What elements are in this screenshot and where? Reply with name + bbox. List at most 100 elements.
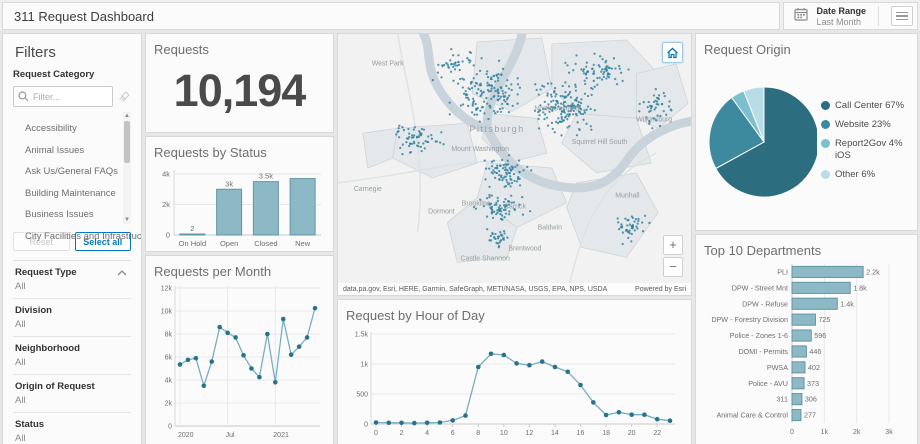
svg-text:1.4k: 1.4k [840, 299, 854, 308]
departments-bar-chart[interactable]: 0 1k 2k 3k PLI 2.2k DPW - Street Mnt 1.8k DPW - … [704, 261, 913, 437]
map-label: West Park [372, 61, 404, 68]
svg-text:Open: Open [220, 239, 238, 248]
svg-text:725: 725 [818, 315, 830, 324]
category-item[interactable]: Accessibility [25, 123, 77, 134]
legend-label: Call Center 67% [834, 99, 905, 111]
map-label: Brookline [462, 201, 491, 208]
month-line-chart[interactable]: 0 2k 4k 6k 8k 10k 12k 2020 Jul 2021 [154, 282, 325, 440]
svg-text:Police - AVU: Police - AVU [748, 379, 788, 388]
status-bar-chart[interactable]: 0 2k 4k On Hold 2 Open 3k Closed 3.5k New [154, 163, 325, 249]
legend-label: Other 6% [834, 169, 876, 181]
requests-count: 10,194 [173, 65, 307, 116]
menu-button[interactable] [891, 6, 913, 26]
svg-text:Animal Care & Control: Animal Care & Control [716, 411, 788, 420]
svg-text:6: 6 [451, 430, 455, 437]
svg-text:402: 402 [808, 363, 820, 372]
zoom-in-button[interactable]: + [663, 235, 683, 255]
svg-text:14: 14 [551, 430, 559, 437]
svg-text:20: 20 [628, 430, 636, 437]
svg-text:596: 596 [814, 331, 826, 340]
svg-text:277: 277 [804, 411, 816, 420]
reset-button[interactable]: Reset [13, 232, 70, 251]
hour-chart-title: Request by Hour of Day [346, 308, 485, 323]
legend-swatch [820, 139, 830, 149]
category-item[interactable]: Business Issues [25, 209, 94, 220]
svg-text:311: 311 [777, 395, 788, 404]
scroll-down-icon[interactable]: ▼ [124, 217, 130, 223]
filter-section-label: Division [15, 305, 52, 316]
filter-section-status[interactable]: Status All [13, 413, 131, 444]
powered-by-esri: Powered by Esri [635, 285, 686, 293]
svg-text:3k: 3k [885, 429, 893, 436]
map-label: Wilkinsburg [636, 116, 672, 123]
date-range-label: Date Range [816, 5, 866, 16]
clear-filter-icon[interactable] [118, 90, 131, 103]
legend-item: Website 23% [820, 118, 909, 130]
filter-section-origin-of-request[interactable]: Origin of Request All [13, 375, 131, 413]
zoom-out-button[interactable]: − [663, 257, 683, 277]
svg-text:4k: 4k [165, 378, 173, 385]
requests-map[interactable]: West Park North Oakland Pittsburgh Mount Wa… [338, 34, 691, 295]
header: 311 Request Dashboard Date Range Last Mo… [0, 0, 920, 30]
svg-text:0: 0 [168, 424, 172, 431]
svg-text:8k: 8k [165, 332, 173, 339]
category-filter-input[interactable] [13, 86, 113, 107]
filter-section-label: Request Type [15, 267, 77, 278]
svg-text:2.2k: 2.2k [866, 267, 880, 276]
category-scrollbar[interactable]: ▲ ▼ [123, 112, 131, 224]
svg-text:8: 8 [476, 430, 480, 437]
home-button[interactable] [662, 42, 683, 63]
pie-legend: Call Center 67% Website 23% Report2Gov 4% … [820, 99, 909, 181]
svg-text:DPW - Street Mnt: DPW - Street Mnt [732, 283, 788, 292]
map-label: Munhall [615, 193, 640, 200]
scroll-up-icon[interactable]: ▲ [124, 113, 130, 119]
filter-section-division[interactable]: Division All [13, 299, 131, 337]
month-chart-title: Requests per Month [154, 264, 272, 279]
select-all-button[interactable]: Select all [74, 232, 131, 251]
legend-swatch [820, 100, 830, 110]
svg-text:DOMI - Permits: DOMI - Permits [738, 347, 788, 356]
chevron-up-icon[interactable] [117, 269, 127, 276]
filters-panel: Filters Request Category Accessibility An… [2, 33, 142, 444]
legend-swatch [820, 119, 830, 129]
origin-pie-chart[interactable] [704, 61, 817, 219]
map-label: Castle Shannon [460, 255, 510, 262]
category-item[interactable]: Ask Us/General FAQs [25, 166, 118, 177]
svg-text:2k: 2k [853, 429, 861, 436]
svg-text:12k: 12k [161, 286, 173, 293]
attribution-text: data.pa.gov, Esri, HERE, Garmin, SafeGra… [343, 285, 608, 293]
category-item[interactable]: City Facilities and Infrastructure [25, 230, 142, 242]
request-category-label: Request Category [13, 69, 95, 80]
filters-title: Filters [15, 44, 56, 61]
header-controls: Date Range Last Month [783, 2, 918, 30]
svg-text:0: 0 [166, 231, 170, 240]
category-item[interactable]: Building Maintenance [25, 187, 116, 199]
filter-section-value: All [15, 319, 26, 330]
map-label: North Oakland [534, 105, 579, 112]
svg-text:On Hold: On Hold [179, 239, 207, 248]
date-range-selector[interactable]: Date Range Last Month [816, 6, 866, 27]
search-icon [18, 91, 29, 102]
svg-text:Jul: Jul [226, 432, 235, 439]
svg-text:12: 12 [525, 430, 533, 437]
legend-item: Report2Gov 4% iOS [820, 138, 909, 161]
filter-section-request-type[interactable]: Request Type All [13, 261, 131, 299]
scrollbar-thumb[interactable] [124, 121, 130, 163]
svg-text:4k: 4k [162, 170, 170, 179]
hour-line-chart[interactable]: 0 500 1k 1.5k 0 2 4 6 8 10 12 14 16 18 20 22 [346, 326, 683, 438]
category-item[interactable]: Animal Issues [25, 144, 85, 156]
svg-text:DPW - Forestry Division: DPW - Forestry Division [711, 315, 788, 324]
legend-label: Website 23% [834, 118, 891, 130]
map-label: Pittsburgh [469, 124, 524, 134]
status-chart-panel: Requests by Status 0 2k 4k On Hold 2 Open 3k Cl… [145, 136, 334, 252]
filter-section-label: Neighborhood [15, 343, 80, 354]
map-panel[interactable]: West Park North Oakland Pittsburgh Mount Wa… [337, 33, 692, 296]
map-label: Squirrel Hill South [572, 139, 628, 146]
svg-text:1.8k: 1.8k [853, 283, 867, 292]
svg-text:2: 2 [400, 430, 404, 437]
requests-title: Requests [154, 42, 209, 57]
dashboard-body: Filters Request Category Accessibility An… [0, 30, 920, 444]
svg-text:10k: 10k [161, 309, 173, 316]
filter-section-neighborhood[interactable]: Neighborhood All [13, 337, 131, 375]
svg-text:306: 306 [805, 395, 817, 404]
